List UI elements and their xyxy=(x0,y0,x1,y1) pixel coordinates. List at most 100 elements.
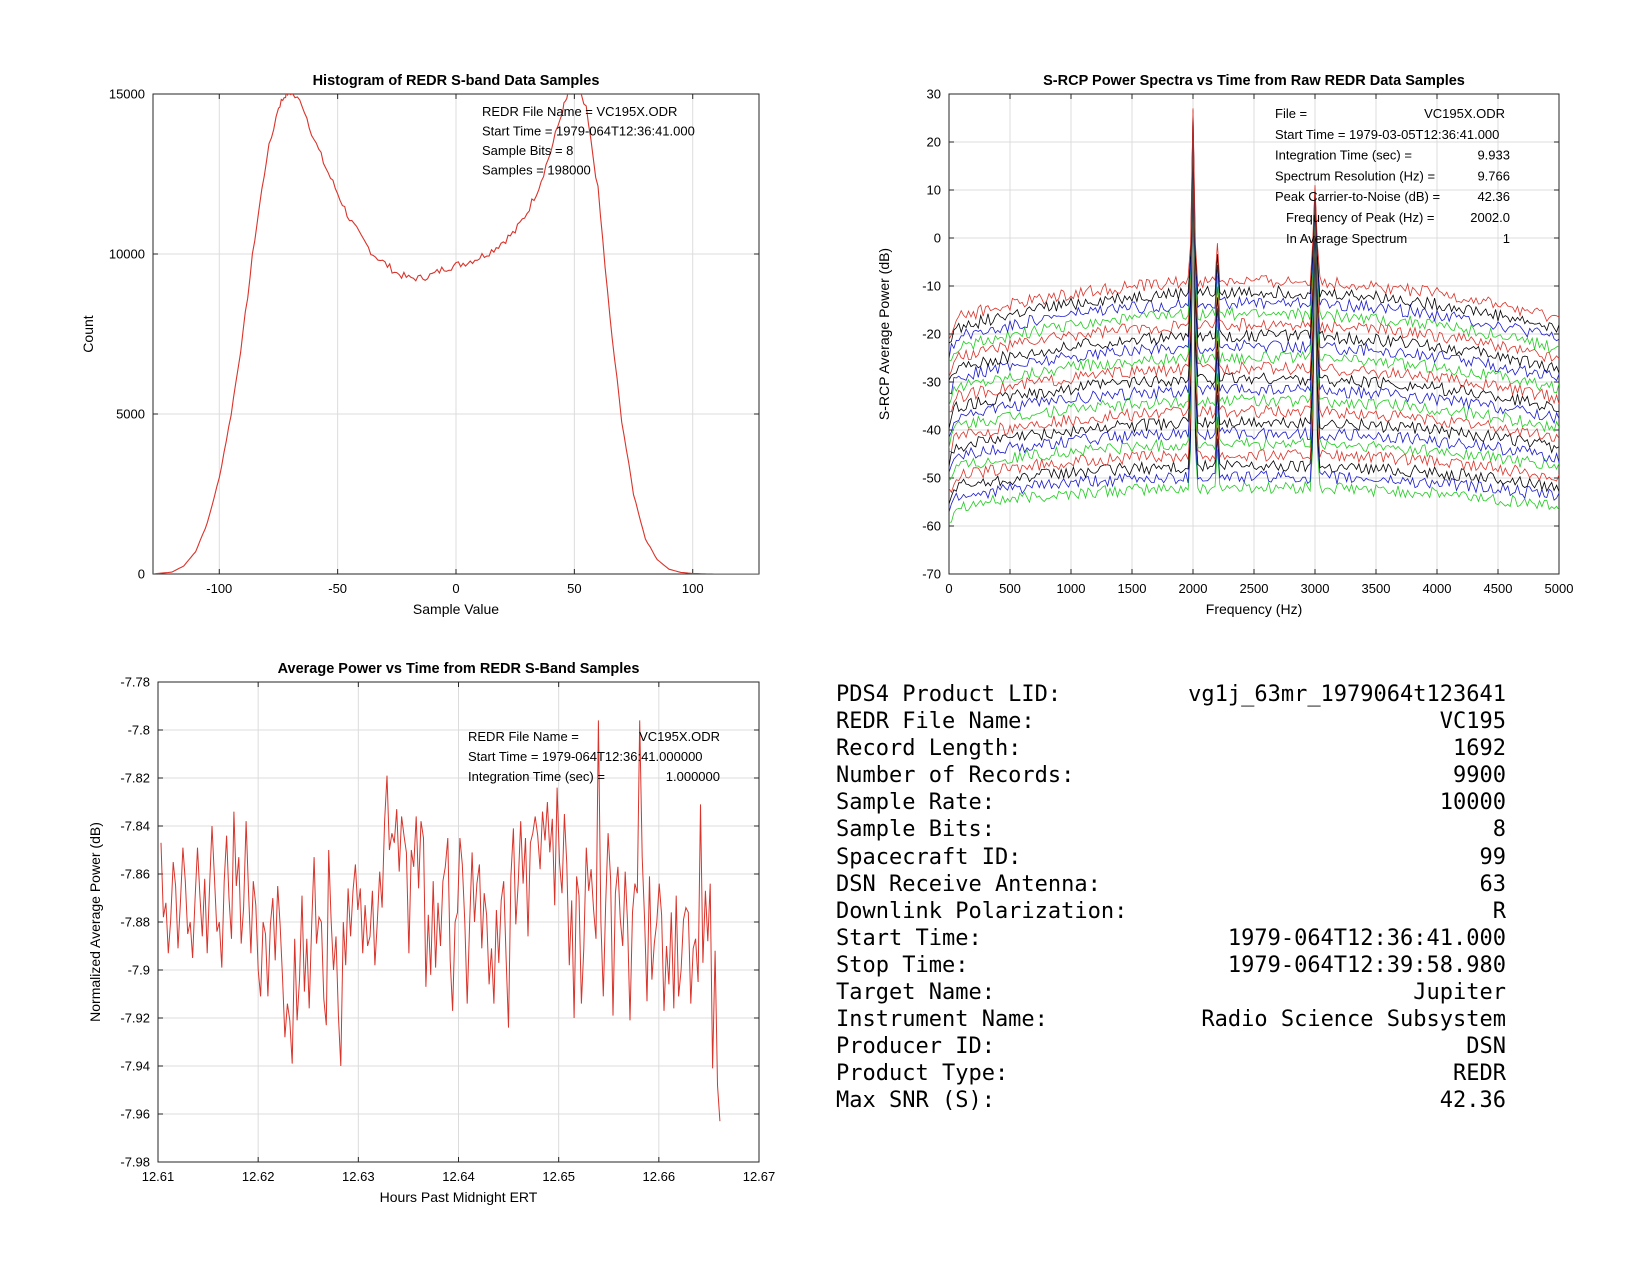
x-tick-label: 1000 xyxy=(1057,581,1086,596)
chart-title: S-RCP Power Spectra vs Time from Raw RED… xyxy=(1043,73,1465,89)
info-value: Jupiter xyxy=(1413,980,1506,1006)
x-tick-label: 5000 xyxy=(1545,581,1574,596)
info-value: R xyxy=(1492,898,1506,924)
y-tick-label: 0 xyxy=(138,567,145,582)
info-row: Start Time: 1979-064T12:36:41.000 xyxy=(836,925,1506,952)
info-row: Producer ID: DSN xyxy=(836,1033,1506,1060)
annotation-text: Sample Bits = 8 xyxy=(482,143,573,158)
power-line xyxy=(160,720,721,1122)
y-tick-label: -10 xyxy=(922,279,941,294)
info-value: 42.36 xyxy=(1439,1088,1506,1114)
x-tick-label: 3500 xyxy=(1362,581,1391,596)
y-axis-label: Count xyxy=(80,315,96,352)
spectrum-line xyxy=(949,129,1559,449)
x-tick-label: 100 xyxy=(682,581,704,596)
annotation-label: Frequency of Peak (Hz) = xyxy=(1286,210,1434,225)
x-tick-label: 12.62 xyxy=(242,1169,275,1184)
annotation-label: Integration Time (sec) = xyxy=(468,769,605,784)
y-tick-label: -7.82 xyxy=(120,771,150,786)
y-axis-label: Normalized Average Power (dB) xyxy=(87,822,103,1022)
spectrum-line xyxy=(949,125,1559,429)
y-tick-label: -7.92 xyxy=(120,1011,150,1026)
annotation-label: Spectrum Resolution (Hz) = xyxy=(1275,168,1435,183)
annotation-label: Peak Carrier-to-Noise (dB) = xyxy=(1275,189,1440,204)
info-label: Instrument Name: xyxy=(836,1007,1048,1033)
info-value: 1979-064T12:39:58.980 xyxy=(1227,952,1506,978)
y-tick-label: 10 xyxy=(927,183,941,198)
x-axis-label: Frequency (Hz) xyxy=(1206,601,1302,617)
x-tick-label: 0 xyxy=(945,581,952,596)
annotation-text: Samples = 198000 xyxy=(482,163,591,178)
annotation-value: 9.766 xyxy=(1477,168,1510,183)
x-tick-label: 12.65 xyxy=(542,1169,575,1184)
x-tick-label: 0 xyxy=(452,581,459,596)
annotation-value: VC195X.ODR xyxy=(1424,106,1505,121)
info-row: Stop Time: 1979-064T12:39:58.980 xyxy=(836,952,1506,979)
info-label: Number of Records: xyxy=(836,763,1075,789)
annotation-label: Start Time = 1979-064T12:36:41.000000 xyxy=(468,749,703,764)
info-value: 63 xyxy=(1479,871,1507,897)
annotation-label: File = xyxy=(1275,106,1307,121)
chart-1: -100 -50 0 50 100 0 5000 10000 15000 Histogram of… xyxy=(80,73,760,617)
info-row: Record Length: 1692 xyxy=(836,735,1506,762)
x-tick-label: 12.61 xyxy=(142,1169,175,1184)
info-row: Number of Records: 9900 xyxy=(836,762,1506,789)
spectrum-line xyxy=(949,139,1559,494)
chart-3: 12.61 12.62 12.63 12.64 12.65 12.66 12.67 -7.98… xyxy=(87,661,775,1205)
y-tick-label: -7.98 xyxy=(120,1155,150,1170)
y-tick-label: -7.84 xyxy=(120,819,150,834)
y-tick-label: 5000 xyxy=(116,407,145,422)
info-value: 9900 xyxy=(1453,763,1506,789)
spectrum-line xyxy=(949,119,1559,395)
y-tick-label: 0 xyxy=(934,231,941,246)
annotation-value: 1 xyxy=(1503,231,1510,246)
chart-2: 0 500 1000 1500 2000 2500 3000 3500 4000 4500 5000… xyxy=(876,73,1573,617)
info-row: Target Name: Jupiter xyxy=(836,979,1506,1006)
info-row: Instrument Name: Radio Science Subsystem xyxy=(836,1006,1506,1033)
x-tick-label: 2500 xyxy=(1240,581,1269,596)
annotation-value: VC195X.ODR xyxy=(639,729,720,744)
annotation-value: 9.933 xyxy=(1477,148,1510,163)
product-info-table: PDS4 Product LID: vg1j_63mr_1979064t12364… xyxy=(836,681,1506,1115)
info-label: Producer ID: xyxy=(836,1034,995,1060)
info-label: Product Type: xyxy=(836,1061,1009,1087)
y-tick-label: -7.9 xyxy=(128,963,150,978)
spectrum-line xyxy=(949,127,1559,438)
info-value: REDR xyxy=(1453,1061,1506,1087)
x-tick-label: -50 xyxy=(328,581,347,596)
info-label: Max SNR (S): xyxy=(836,1088,995,1114)
chart-title: Average Power vs Time from REDR S-Band S… xyxy=(278,661,640,677)
info-row: DSN Receive Antenna: 63 xyxy=(836,871,1506,898)
info-label: Record Length: xyxy=(836,736,1022,762)
info-value: 10000 xyxy=(1439,790,1506,816)
spectrum-line xyxy=(949,114,1559,362)
info-value: 99 xyxy=(1479,844,1507,870)
spectrum-line xyxy=(949,110,1559,344)
spectrum-line xyxy=(949,133,1559,467)
info-label: Spacecraft ID: xyxy=(836,844,1022,870)
x-tick-label: 500 xyxy=(999,581,1021,596)
x-tick-label: 2000 xyxy=(1179,581,1208,596)
info-label: PDS4 Product LID: xyxy=(836,682,1062,707)
spectrum-line xyxy=(949,142,1559,513)
y-tick-label: 20 xyxy=(927,135,941,150)
info-value: vg1j_63mr_1979064t123641 xyxy=(1188,682,1506,707)
info-row: Max SNR (S): 42.36 xyxy=(836,1087,1506,1114)
spectrum-line xyxy=(949,144,1559,523)
info-value: DSN xyxy=(1466,1034,1506,1060)
spectrum-line xyxy=(949,117,1559,381)
y-tick-label: -60 xyxy=(922,519,941,534)
annotation-label: Start Time = 1979-03-05T12:36:41.000 xyxy=(1275,127,1499,142)
y-tick-label: -7.78 xyxy=(120,675,150,690)
info-label: Start Time: xyxy=(836,925,982,951)
y-tick-label: 10000 xyxy=(109,247,145,262)
info-label: DSN Receive Antenna: xyxy=(836,871,1101,897)
info-label: Downlink Polarization: xyxy=(836,898,1128,924)
info-value: 1979-064T12:36:41.000 xyxy=(1227,925,1506,951)
spectrum-line xyxy=(949,140,1559,505)
info-value: Radio Science Subsystem xyxy=(1201,1007,1506,1033)
x-tick-label: 12.67 xyxy=(743,1169,776,1184)
chart-title: Histogram of REDR S-band Data Samples xyxy=(313,73,600,89)
info-row: Downlink Polarization: R xyxy=(836,898,1506,925)
